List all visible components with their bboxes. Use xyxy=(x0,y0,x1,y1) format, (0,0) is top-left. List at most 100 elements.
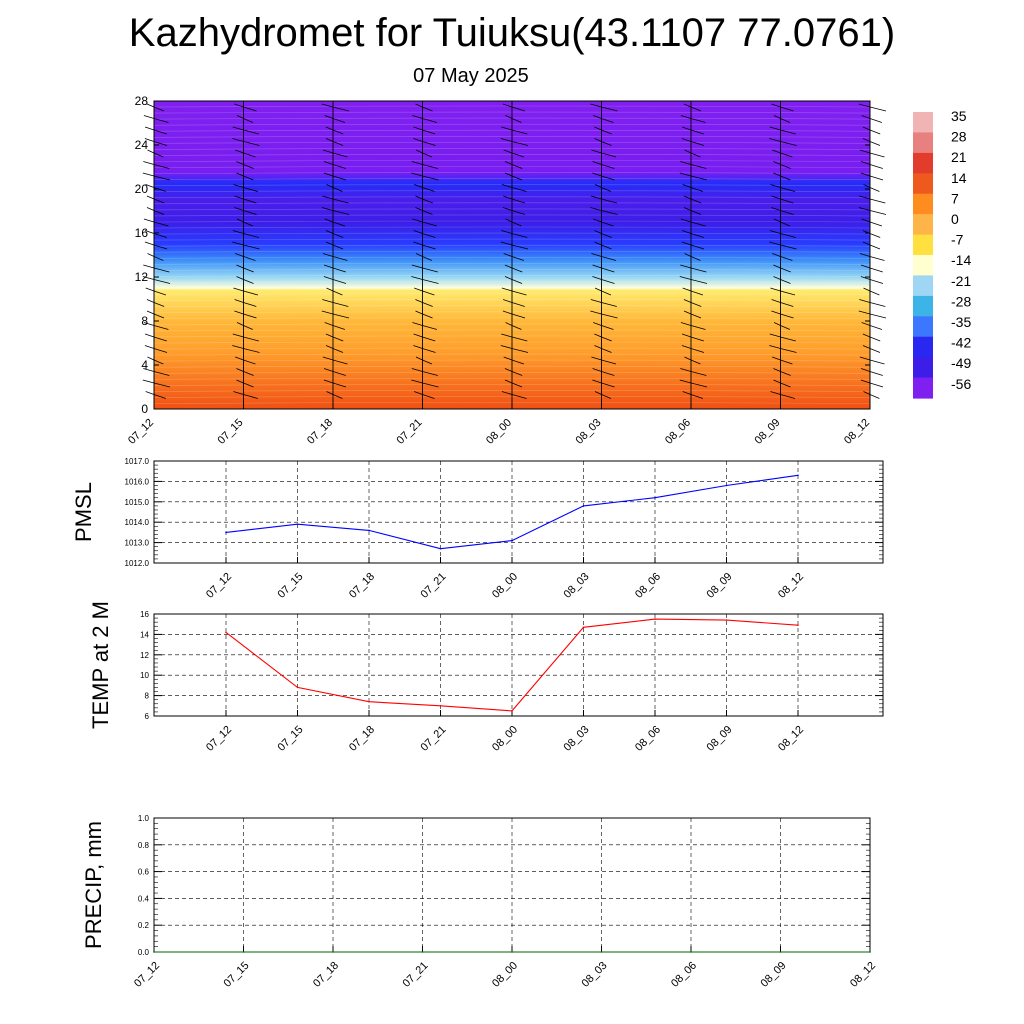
wind-barb xyxy=(601,221,614,227)
wind-barb xyxy=(869,233,881,238)
wind-barb xyxy=(422,152,433,158)
wind-barb xyxy=(771,207,781,211)
wind-barb xyxy=(869,348,881,353)
wind-barb xyxy=(511,267,523,273)
colorbar-segment xyxy=(913,193,933,215)
wind-barb xyxy=(684,356,692,361)
wind-barb xyxy=(690,279,708,284)
wind-barb xyxy=(501,287,513,292)
wind-barb xyxy=(412,115,423,119)
y-tick-label: 28 xyxy=(135,94,149,108)
wind-barb xyxy=(411,276,423,280)
wind-barb xyxy=(601,325,614,330)
x-tick-label: 07_15 xyxy=(276,724,306,754)
data-point xyxy=(869,951,871,953)
wind-barb xyxy=(323,368,334,372)
wind-barb xyxy=(325,138,334,142)
wind-barb xyxy=(233,184,244,188)
x-tick-label: 08_00 xyxy=(490,960,520,990)
data-point xyxy=(725,619,728,621)
wind-barb xyxy=(773,264,781,269)
data-point xyxy=(690,951,692,953)
y-axis-title: PRECIP, mm xyxy=(81,821,106,949)
wind-barb xyxy=(243,198,257,204)
x-tick-label: 07_18 xyxy=(305,417,335,447)
x-tick-label: 07_15 xyxy=(216,417,246,447)
wind-barb xyxy=(681,230,692,234)
wind-barb xyxy=(143,368,155,372)
wind-barb xyxy=(415,207,423,211)
wind-barb xyxy=(590,195,602,200)
chart-subtitle: 07 May 2025 xyxy=(413,65,529,87)
x-tick-label: 07_18 xyxy=(311,960,341,990)
wind-barb xyxy=(332,256,348,261)
wind-barb xyxy=(601,359,617,365)
wind-barb xyxy=(780,382,791,388)
wind-barb xyxy=(332,325,346,330)
wind-barb xyxy=(690,256,701,261)
wind-barb xyxy=(145,287,155,292)
wind-barb xyxy=(773,172,781,177)
wind-barb xyxy=(235,356,244,361)
y-tick-label: 8 xyxy=(141,314,148,328)
wind-barb xyxy=(232,126,244,131)
plot-frame xyxy=(153,460,884,564)
x-tick-label: 07_21 xyxy=(419,724,449,754)
wind-barb xyxy=(412,218,423,223)
wind-barb xyxy=(232,230,244,234)
wind-barb xyxy=(590,299,602,303)
data-point xyxy=(779,951,782,953)
wind-barb xyxy=(771,299,781,303)
wind-barb xyxy=(323,379,334,384)
data-point xyxy=(242,951,245,953)
wind-barb xyxy=(411,264,423,269)
wind-barb xyxy=(503,149,513,154)
wind-barb xyxy=(153,152,164,158)
wind-barb xyxy=(153,290,167,296)
wind-barb xyxy=(422,348,436,353)
wind-barb xyxy=(145,184,155,188)
wind-barb xyxy=(323,264,334,269)
wind-barb xyxy=(332,359,348,365)
colorbar-label: 28 xyxy=(951,129,967,145)
wind-barb xyxy=(511,141,529,146)
wind-barb xyxy=(233,391,244,395)
wind-barb xyxy=(690,233,704,238)
wind-barbs xyxy=(142,101,887,409)
wind-barb xyxy=(511,279,523,284)
wind-barb xyxy=(780,359,793,365)
y-tick-label: 0.0 xyxy=(138,948,150,957)
wind-barb xyxy=(415,299,423,303)
wind-barb xyxy=(413,333,423,338)
wind-barb xyxy=(413,241,423,246)
wind-barb xyxy=(415,195,423,200)
wind-barb xyxy=(601,118,614,123)
wind-barb xyxy=(869,129,881,135)
wind-barb xyxy=(145,391,155,395)
wind-barb xyxy=(143,115,155,119)
wind-barb xyxy=(505,322,513,326)
wind-barb xyxy=(324,218,334,223)
wind-barb xyxy=(153,210,165,215)
wind-barb xyxy=(592,264,602,269)
colorbar-segment xyxy=(913,357,933,379)
wind-barb xyxy=(236,368,244,372)
wind-barb xyxy=(769,345,781,349)
x-tick-label: 07_15 xyxy=(276,571,306,601)
wind-barb xyxy=(780,267,791,273)
wind-barb xyxy=(153,106,165,112)
wind-barb xyxy=(594,126,602,131)
wind-barb xyxy=(511,371,523,376)
wind-barb xyxy=(332,313,350,319)
wind-barb xyxy=(773,218,781,223)
wind-barb xyxy=(325,333,334,338)
wind-barb xyxy=(601,290,612,296)
wind-barb xyxy=(146,207,155,211)
wind-barb xyxy=(682,391,692,395)
wind-barb xyxy=(243,233,259,238)
wind-barb xyxy=(601,302,617,307)
wind-barb xyxy=(773,379,781,384)
wind-barb xyxy=(772,356,781,361)
wind-barb xyxy=(594,391,602,395)
wind-barb xyxy=(501,230,513,234)
